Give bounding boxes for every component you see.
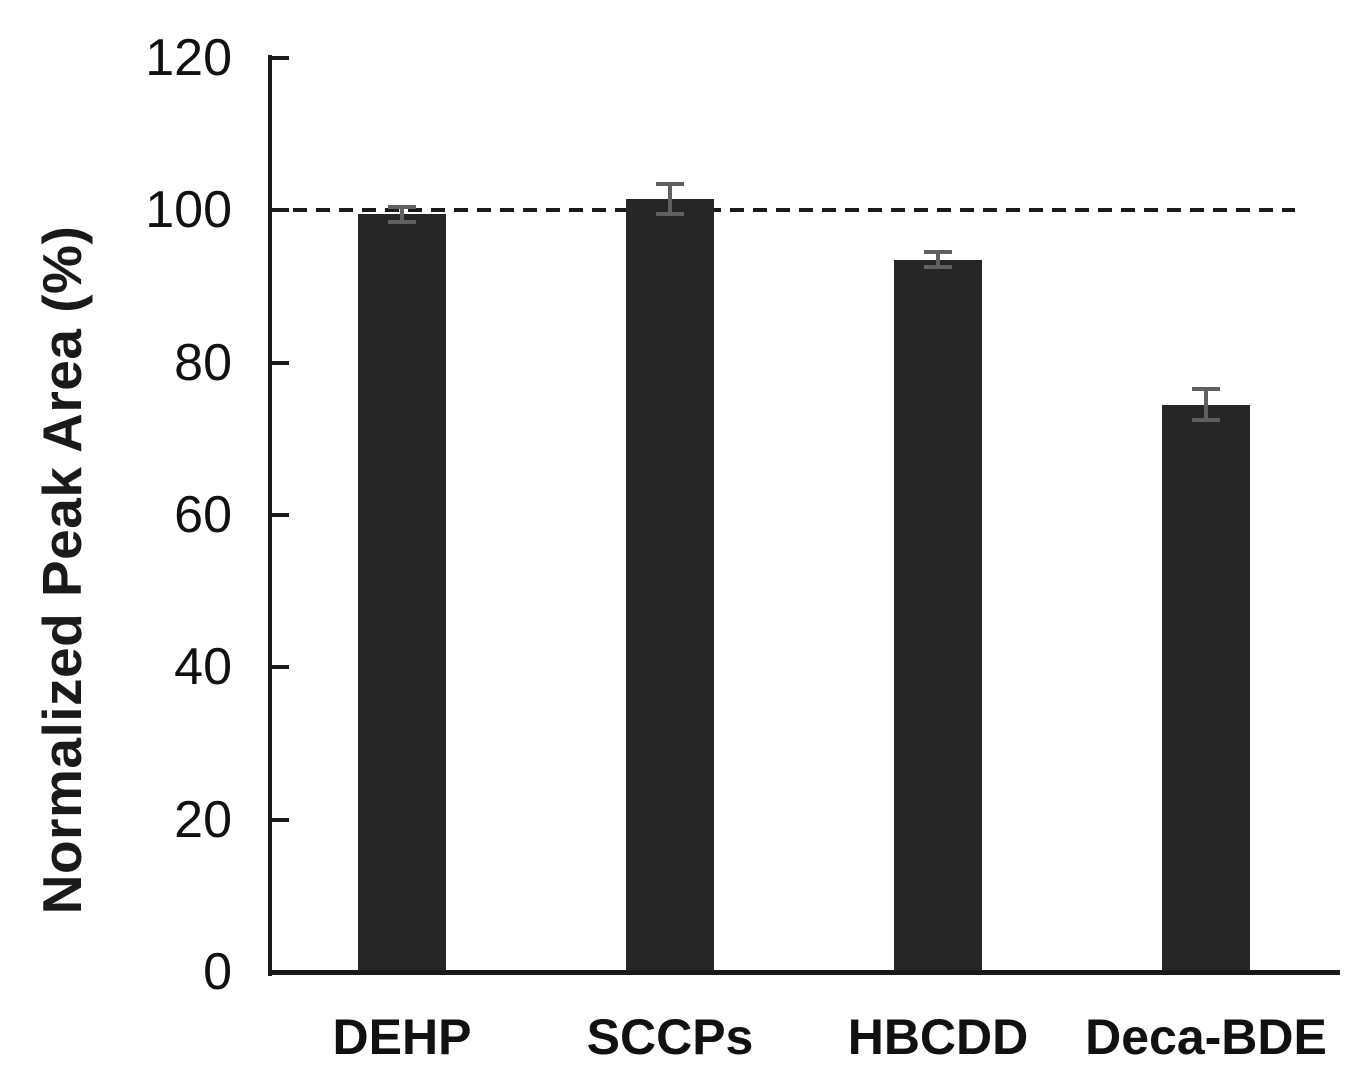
error-bar-cap-top-dehp xyxy=(388,204,416,209)
y-tick-mark-60 xyxy=(272,513,289,517)
y-tick-label-0: 0 xyxy=(203,943,232,1001)
error-bar-cap-bottom-deca-bde xyxy=(1192,417,1220,422)
y-tick-label-40: 40 xyxy=(174,638,232,697)
x-category-label-dehp: DEHP xyxy=(332,1009,472,1065)
y-tick-label-120: 120 xyxy=(145,29,232,87)
y-tick-label-80: 80 xyxy=(174,333,232,392)
y-tick-label-60: 60 xyxy=(174,486,232,544)
bar-deca-bde xyxy=(1162,404,1250,972)
x-axis-line xyxy=(268,970,1340,975)
x-category-label-deca-bde: Deca-BDE xyxy=(1085,1009,1327,1065)
x-category-label-sccps: SCCPs xyxy=(586,1009,754,1065)
bar-dehp xyxy=(358,214,446,972)
y-tick-mark-80 xyxy=(272,360,289,365)
error-bar-cap-bottom-dehp xyxy=(388,219,416,224)
y-tick-mark-40 xyxy=(272,665,289,670)
error-bar-cap-bottom-hbcdd xyxy=(924,265,952,270)
x-category-label-hbcdd: HBCDD xyxy=(847,1009,1029,1065)
bar-sccps xyxy=(626,198,714,972)
y-tick-mark-20 xyxy=(272,817,289,822)
error-bar-line-hbcdd xyxy=(936,252,940,268)
error-bar-line-dehp xyxy=(400,206,404,222)
y-axis-line xyxy=(268,55,272,976)
bar-hbcdd xyxy=(894,259,982,972)
error-bar-cap-top-deca-bde xyxy=(1192,387,1220,392)
error-bar-cap-top-sccps xyxy=(656,181,684,186)
error-bar-line-deca-bde xyxy=(1204,389,1208,420)
error-bar-line-sccps xyxy=(668,183,672,215)
error-bar-cap-bottom-sccps xyxy=(656,212,684,217)
error-bar-cap-top-hbcdd xyxy=(924,250,952,255)
y-tick-mark-120 xyxy=(272,56,289,60)
y-tick-label-20: 20 xyxy=(174,790,232,849)
y-tick-label-100: 100 xyxy=(145,181,232,240)
reference-line-100 xyxy=(270,208,1295,213)
